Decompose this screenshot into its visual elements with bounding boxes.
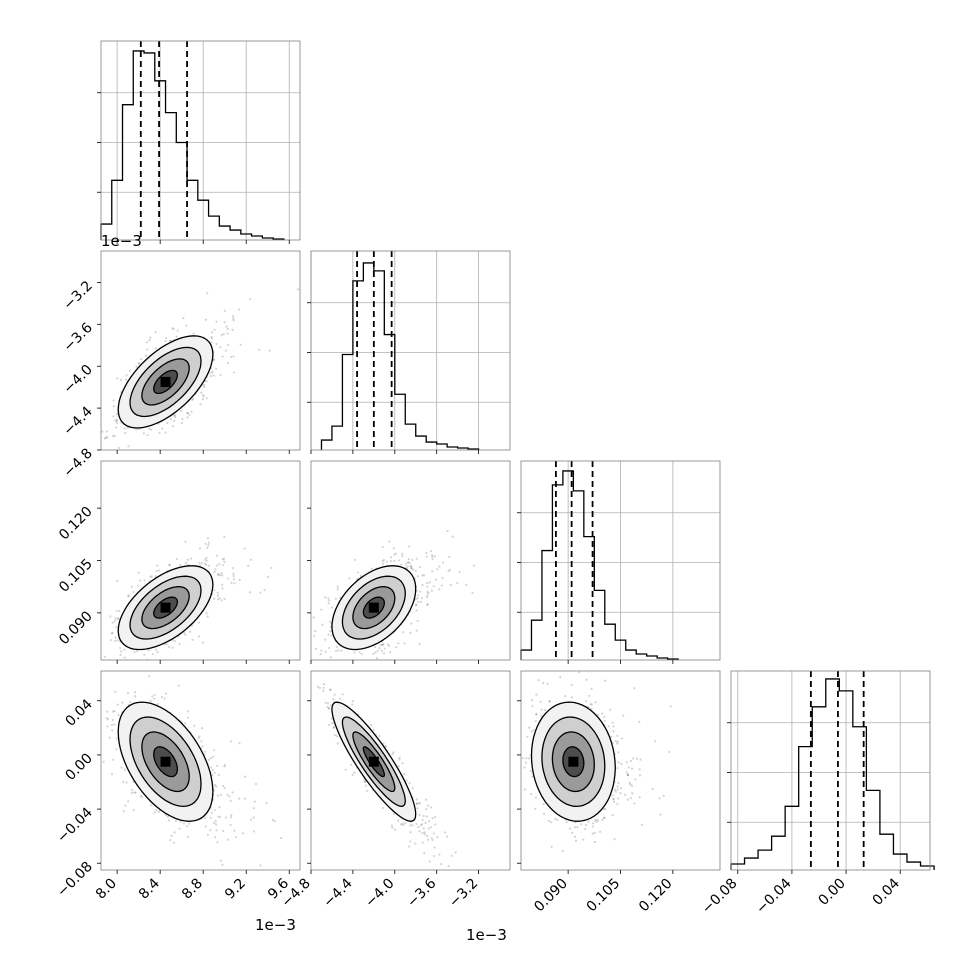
panel-frame <box>730 670 931 871</box>
y-tick-label: 0.105 <box>56 556 96 596</box>
density-peak <box>160 756 171 767</box>
x-tick-label: −0.08 <box>699 876 741 918</box>
x-tick-label: 0.120 <box>636 876 676 916</box>
panel-frame <box>100 40 301 241</box>
histogram-step <box>320 262 480 450</box>
histogram-panel-3 <box>727 670 935 871</box>
panel-frame <box>100 670 301 871</box>
x-tick-label: 0.105 <box>584 876 624 916</box>
histogram-panel-1 <box>307 250 511 451</box>
scatter-panel-3-1 <box>310 670 511 871</box>
histogram-step <box>100 50 285 240</box>
y-tick-label: −0.08 <box>54 859 96 901</box>
y-tick-label: 0.090 <box>56 608 96 648</box>
x-tick-label: 8.0 <box>93 876 120 903</box>
panel-frame <box>310 670 511 871</box>
scatter-points <box>521 671 672 853</box>
y-tick-label: −4.4 <box>60 404 95 439</box>
x-tick-label: 9.2 <box>222 876 249 903</box>
x-offset-label-col1: 1e−3 <box>466 926 507 944</box>
density-peak <box>160 602 171 613</box>
histogram-panel-2 <box>517 460 721 661</box>
y-tick-label: −4.0 <box>60 362 95 397</box>
x-offset-label-col0: 1e−3 <box>255 916 296 934</box>
scatter-points <box>102 675 283 867</box>
y-tick-label: −3.6 <box>60 320 95 355</box>
scatter-points <box>101 288 300 450</box>
density-peak <box>568 756 579 767</box>
x-tick-label: −3.2 <box>446 876 481 911</box>
scatter-panel-2-1 <box>310 460 511 661</box>
histogram-step <box>730 678 935 870</box>
x-tick-label: −4.4 <box>320 875 355 910</box>
scatter-panel-3-0 <box>100 670 301 871</box>
x-tick-label: 8.8 <box>179 876 206 903</box>
x-tick-label: 8.4 <box>136 875 163 902</box>
density-peak <box>368 602 379 613</box>
panel-frame <box>310 250 511 451</box>
x-tick-label: −3.6 <box>404 875 439 910</box>
scatter-panel-2-0 <box>100 460 301 661</box>
scatter-points <box>103 535 273 660</box>
scatter-points <box>311 683 457 868</box>
x-tick-label: 0.00 <box>816 876 849 909</box>
y-tick-label: 0.04 <box>62 696 95 729</box>
x-tick-label: −0.04 <box>753 875 795 917</box>
y-tick-label: −4.8 <box>60 446 95 481</box>
x-tick-label: −4.0 <box>362 876 397 911</box>
scatter-panel-1-0 <box>100 250 301 451</box>
y-tick-label: −0.04 <box>54 805 96 847</box>
y-offset-label-row1: 1e−3 <box>101 232 142 250</box>
histogram-panel-0 <box>97 40 301 241</box>
histogram-step <box>520 470 679 660</box>
x-tick-label: 0.04 <box>870 875 903 908</box>
scatter-points <box>312 530 476 660</box>
panel-frame <box>100 250 301 451</box>
scatter-panel-3-2 <box>520 670 721 871</box>
density-peak <box>368 756 379 767</box>
y-tick-label: 0.120 <box>56 504 96 544</box>
x-tick-label: 0.090 <box>531 876 571 916</box>
density-peak <box>160 376 171 387</box>
y-tick-label: −3.2 <box>60 278 95 313</box>
y-tick-label: 0.00 <box>62 750 95 783</box>
